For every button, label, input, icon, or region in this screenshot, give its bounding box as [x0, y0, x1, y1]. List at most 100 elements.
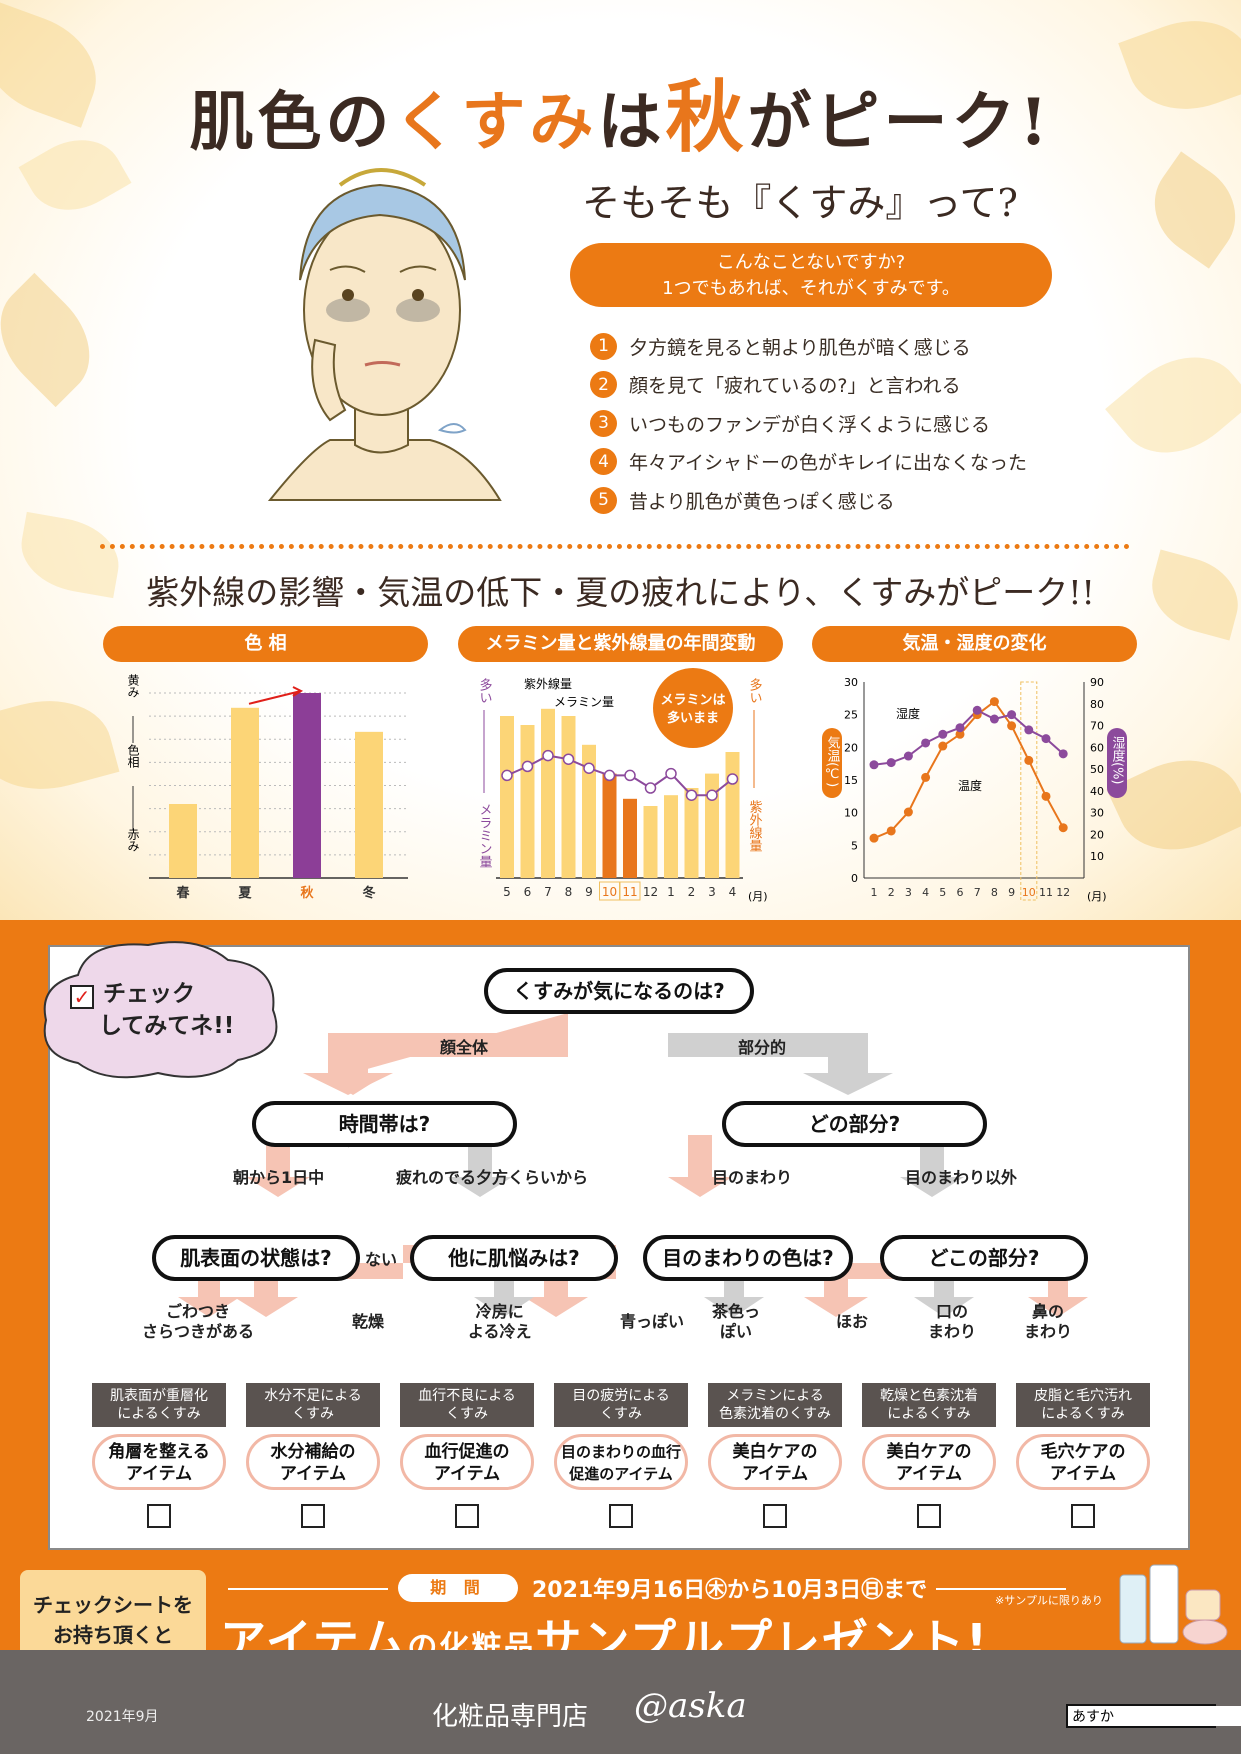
- y-tick-left: 15: [844, 774, 858, 787]
- x-tick-label: 冬: [362, 885, 375, 901]
- speech-cloud: [43, 941, 278, 1079]
- x-tick-label: 12: [643, 885, 658, 899]
- label-brown: 茶色っ ぽい: [712, 1302, 761, 1341]
- melanin-point: [624, 769, 636, 782]
- melanin-bubble: [653, 668, 733, 748]
- temperature-point: [921, 772, 931, 782]
- y-left-label: メラミン量: [477, 803, 493, 868]
- x-tick-label: 秋: [300, 885, 314, 901]
- search-box: 検索: [1066, 1704, 1241, 1728]
- hue-chart-title: 色 相: [103, 626, 428, 662]
- melanin-chart-title: メラミン量と紫外線量の年間変動: [458, 626, 783, 662]
- question-part[interactable]: どの部分?: [722, 1101, 987, 1147]
- x-unit: (月): [748, 890, 768, 903]
- x-tick-label: 6: [957, 886, 964, 899]
- result-checkbox[interactable]: [455, 1504, 479, 1528]
- label-nose: 鼻の まわり: [1024, 1302, 1073, 1341]
- y-right-label: 紫外線量: [747, 800, 763, 852]
- cause-box: 目の疲労による くすみ: [554, 1383, 688, 1427]
- number-badge: 3: [590, 409, 617, 437]
- result-checkbox[interactable]: [763, 1504, 787, 1528]
- result-checkbox[interactable]: [1071, 1504, 1095, 1528]
- uv-bar: [705, 773, 719, 878]
- sample-note: ※サンプルに限りあり: [995, 1594, 1103, 1607]
- checkmark-icon: ✓: [70, 985, 94, 1009]
- x-tick-label: 3: [708, 885, 716, 899]
- question-surface[interactable]: 肌表面の状態は?: [152, 1235, 360, 1281]
- hue-bar: [355, 731, 383, 878]
- temperature-point: [1058, 823, 1068, 833]
- list-item: 5 昔より肌色が黄色っぽく感じる: [590, 481, 1090, 520]
- melanin-point: [726, 773, 739, 785]
- result-checkbox[interactable]: [917, 1504, 941, 1528]
- result-checkbox[interactable]: [609, 1504, 633, 1528]
- y-label-red: 赤み: [126, 828, 140, 852]
- list-item-text: 夕方鏡を見ると朝より肌色が暗く感じる: [629, 336, 971, 359]
- callout-line2: してみてネ!!: [99, 1013, 235, 1039]
- result-checkbox[interactable]: [147, 1504, 171, 1528]
- label-mouth: 口の まわり: [928, 1302, 977, 1341]
- y-tick-right: 10: [1090, 850, 1104, 863]
- cause-box: 水分不足による くすみ: [246, 1383, 380, 1427]
- result-checkbox[interactable]: [301, 1504, 325, 1528]
- humidity-point: [903, 751, 913, 761]
- woman-illustration: [267, 168, 502, 501]
- divider-line: [228, 1588, 388, 1590]
- x-tick-label: 7: [974, 886, 981, 899]
- temperature-point: [1024, 755, 1034, 765]
- search-input[interactable]: [1068, 1706, 1241, 1726]
- humidity-point: [1024, 725, 1034, 735]
- humidity-label: 湿度: [896, 706, 920, 721]
- trend-arrow: [248, 686, 304, 705]
- label-morning: 朝から1日中: [233, 1168, 325, 1187]
- list-item-text: 年々アイシャドーの色がキレイに出なくなった: [629, 452, 1028, 475]
- shop-type: 化粧品専門店: [432, 1702, 589, 1732]
- x-tick-label: 2: [888, 886, 895, 899]
- melanin-point: [501, 769, 513, 782]
- humidity-point: [938, 729, 948, 739]
- branch-face-label: 顔全体: [440, 1038, 489, 1057]
- temperature-point: [869, 833, 879, 843]
- x-tick-label: 12: [1056, 886, 1070, 899]
- question-time[interactable]: 時間帯は?: [252, 1101, 517, 1147]
- hue-bar: [293, 693, 321, 878]
- question-eye-color[interactable]: 目のまわりの色は?: [643, 1235, 853, 1281]
- cosmetics-illustration: [1119, 1564, 1228, 1645]
- uv-bar: [623, 798, 637, 878]
- temperature-point: [1041, 791, 1051, 801]
- y-tick-left: 10: [844, 807, 858, 820]
- callout-line1: チェック: [103, 981, 195, 1007]
- label-cold: 冷房に よる冷え: [468, 1302, 532, 1341]
- humidity-point: [972, 705, 982, 715]
- melanin-point: [706, 789, 718, 801]
- label-blue: 青っぽい: [620, 1312, 685, 1331]
- list-item-text: 顔を見て「疲れているの?」と言われる: [629, 375, 961, 398]
- top-section: [0, 0, 1241, 920]
- x-tick-label: 夏: [237, 886, 252, 901]
- question-where[interactable]: どこの部分?: [880, 1235, 1088, 1281]
- humidity-point: [1058, 749, 1068, 759]
- y-tick-left: 5: [851, 839, 858, 852]
- y-left-top: 多い: [477, 677, 493, 704]
- highlight-month: [1020, 681, 1038, 901]
- highlight-month: [619, 881, 641, 901]
- number-badge: 5: [590, 486, 617, 514]
- x-unit: (月): [1087, 890, 1107, 903]
- humidity-point: [989, 714, 999, 724]
- cause-box: 血行不良による くすみ: [400, 1383, 534, 1427]
- x-tick-label: 9: [585, 885, 593, 899]
- label-rough: ごわつき さらつきがある: [142, 1302, 255, 1341]
- hue-bar: [231, 707, 259, 878]
- uv-series-label: 紫外線量: [524, 676, 572, 691]
- number-badge: 4: [590, 448, 617, 476]
- root-question[interactable]: くすみが気になるのは?: [484, 968, 754, 1014]
- peak-heading: 紫外線の影響・気温の低下・夏の疲れにより、くすみがピーク!!: [146, 573, 1095, 612]
- uv-bar: [602, 773, 617, 878]
- x-tick-label: 7: [544, 885, 552, 899]
- y-left-label: 気温(℃): [825, 735, 841, 787]
- x-tick-label: 1: [871, 886, 878, 899]
- y-tick-right: 30: [1090, 807, 1104, 820]
- x-tick-label: 6: [524, 885, 532, 899]
- question-other[interactable]: 他に肌悩みは?: [410, 1235, 618, 1281]
